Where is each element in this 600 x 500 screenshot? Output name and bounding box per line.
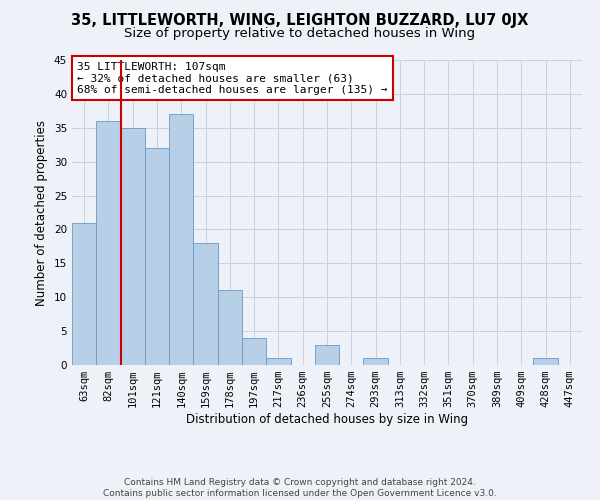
Bar	[169, 114, 193, 365]
Text: Size of property relative to detached houses in Wing: Size of property relative to detached ho…	[124, 28, 476, 40]
Y-axis label: Number of detached properties: Number of detached properties	[35, 120, 49, 306]
Bar	[145, 148, 169, 365]
Bar	[315, 344, 339, 365]
Bar	[72, 222, 96, 365]
Bar	[242, 338, 266, 365]
Bar	[533, 358, 558, 365]
Text: 35, LITTLEWORTH, WING, LEIGHTON BUZZARD, LU7 0JX: 35, LITTLEWORTH, WING, LEIGHTON BUZZARD,…	[71, 12, 529, 28]
Bar	[266, 358, 290, 365]
Bar	[193, 243, 218, 365]
X-axis label: Distribution of detached houses by size in Wing: Distribution of detached houses by size …	[186, 413, 468, 426]
Text: Contains HM Land Registry data © Crown copyright and database right 2024.
Contai: Contains HM Land Registry data © Crown c…	[103, 478, 497, 498]
Bar	[218, 290, 242, 365]
Bar	[364, 358, 388, 365]
Text: 35 LITTLEWORTH: 107sqm
← 32% of detached houses are smaller (63)
68% of semi-det: 35 LITTLEWORTH: 107sqm ← 32% of detached…	[77, 62, 388, 94]
Bar	[121, 128, 145, 365]
Bar	[96, 121, 121, 365]
